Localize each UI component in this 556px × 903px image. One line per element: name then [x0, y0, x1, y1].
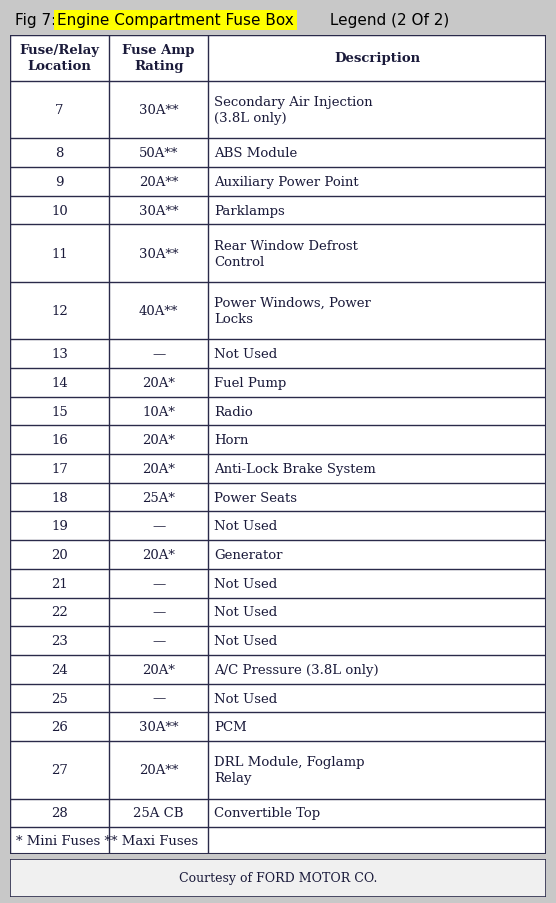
Text: —: — [152, 692, 165, 704]
Text: Fig 7:: Fig 7: [15, 14, 61, 29]
Text: 20A*: 20A* [142, 462, 175, 475]
Text: Not Used: Not Used [214, 635, 277, 647]
Text: 11: 11 [51, 247, 68, 260]
Text: Not Used: Not Used [214, 606, 277, 619]
Text: 15: 15 [51, 405, 68, 418]
Text: 20A**: 20A** [139, 763, 178, 777]
Text: 28: 28 [51, 806, 68, 819]
Text: 23: 23 [51, 635, 68, 647]
Text: 30A**: 30A** [139, 247, 178, 260]
Text: 26: 26 [51, 721, 68, 733]
Text: —: — [152, 348, 165, 360]
Text: Not Used: Not Used [214, 692, 277, 704]
Text: 21: 21 [51, 577, 68, 590]
Text: 30A**: 30A** [139, 204, 178, 218]
Text: 20A**: 20A** [139, 176, 178, 189]
Text: 20A*: 20A* [142, 377, 175, 389]
Text: 24: 24 [51, 663, 68, 676]
Text: Anti-Lock Brake System: Anti-Lock Brake System [214, 462, 376, 475]
Text: Convertible Top: Convertible Top [214, 806, 320, 819]
Text: 10A*: 10A* [142, 405, 175, 418]
Text: 22: 22 [51, 606, 68, 619]
Text: Engine Compartment Fuse Box: Engine Compartment Fuse Box [57, 14, 294, 29]
Text: 12: 12 [51, 304, 68, 318]
Text: Secondary Air Injection
(3.8L only): Secondary Air Injection (3.8L only) [214, 96, 373, 125]
Text: Legend (2 Of 2): Legend (2 Of 2) [325, 14, 449, 29]
Text: Not Used: Not Used [214, 577, 277, 590]
Text: Fuse Amp
Rating: Fuse Amp Rating [122, 44, 195, 73]
Text: Rear Window Defrost
Control: Rear Window Defrost Control [214, 239, 358, 268]
Text: Parklamps: Parklamps [214, 204, 285, 218]
Text: 20A*: 20A* [142, 433, 175, 447]
Text: 25A*: 25A* [142, 491, 175, 504]
Text: 27: 27 [51, 763, 68, 777]
Text: 25A CB: 25A CB [133, 806, 184, 819]
Text: Fuel Pump: Fuel Pump [214, 377, 286, 389]
Text: —: — [152, 606, 165, 619]
Text: Power Seats: Power Seats [214, 491, 297, 504]
Text: PCM: PCM [214, 721, 247, 733]
Text: Horn: Horn [214, 433, 249, 447]
Text: 30A**: 30A** [139, 721, 178, 733]
Text: —: — [152, 520, 165, 533]
Text: 7: 7 [56, 104, 64, 117]
Text: 20A*: 20A* [142, 663, 175, 676]
Text: A/C Pressure (3.8L only): A/C Pressure (3.8L only) [214, 663, 379, 676]
Text: Auxiliary Power Point: Auxiliary Power Point [214, 176, 359, 189]
Text: —: — [152, 635, 165, 647]
Text: ABS Module: ABS Module [214, 147, 297, 160]
Text: * Mini Fuses ** Maxi Fuses: * Mini Fuses ** Maxi Fuses [16, 834, 198, 847]
Text: Courtesy of FORD MOTOR CO.: Courtesy of FORD MOTOR CO. [179, 871, 377, 885]
Text: 20A*: 20A* [142, 548, 175, 562]
Text: 9: 9 [56, 176, 64, 189]
Text: Not Used: Not Used [214, 348, 277, 360]
Text: 14: 14 [51, 377, 68, 389]
Text: Radio: Radio [214, 405, 253, 418]
Text: 25: 25 [51, 692, 68, 704]
Text: 50A**: 50A** [139, 147, 178, 160]
Text: Generator: Generator [214, 548, 283, 562]
Text: DRL Module, Foglamp
Relay: DRL Module, Foglamp Relay [214, 756, 365, 785]
Text: Not Used: Not Used [214, 520, 277, 533]
Text: 16: 16 [51, 433, 68, 447]
Text: 8: 8 [56, 147, 64, 160]
Text: 17: 17 [51, 462, 68, 475]
Text: 18: 18 [51, 491, 68, 504]
Text: —: — [152, 577, 165, 590]
Text: 19: 19 [51, 520, 68, 533]
Text: 13: 13 [51, 348, 68, 360]
Text: Power Windows, Power
Locks: Power Windows, Power Locks [214, 297, 371, 326]
Text: 30A**: 30A** [139, 104, 178, 117]
Text: Description: Description [334, 52, 420, 65]
Text: 20: 20 [51, 548, 68, 562]
Text: Fuse/Relay
Location: Fuse/Relay Location [19, 44, 100, 73]
Text: 40A**: 40A** [139, 304, 178, 318]
Text: 10: 10 [51, 204, 68, 218]
